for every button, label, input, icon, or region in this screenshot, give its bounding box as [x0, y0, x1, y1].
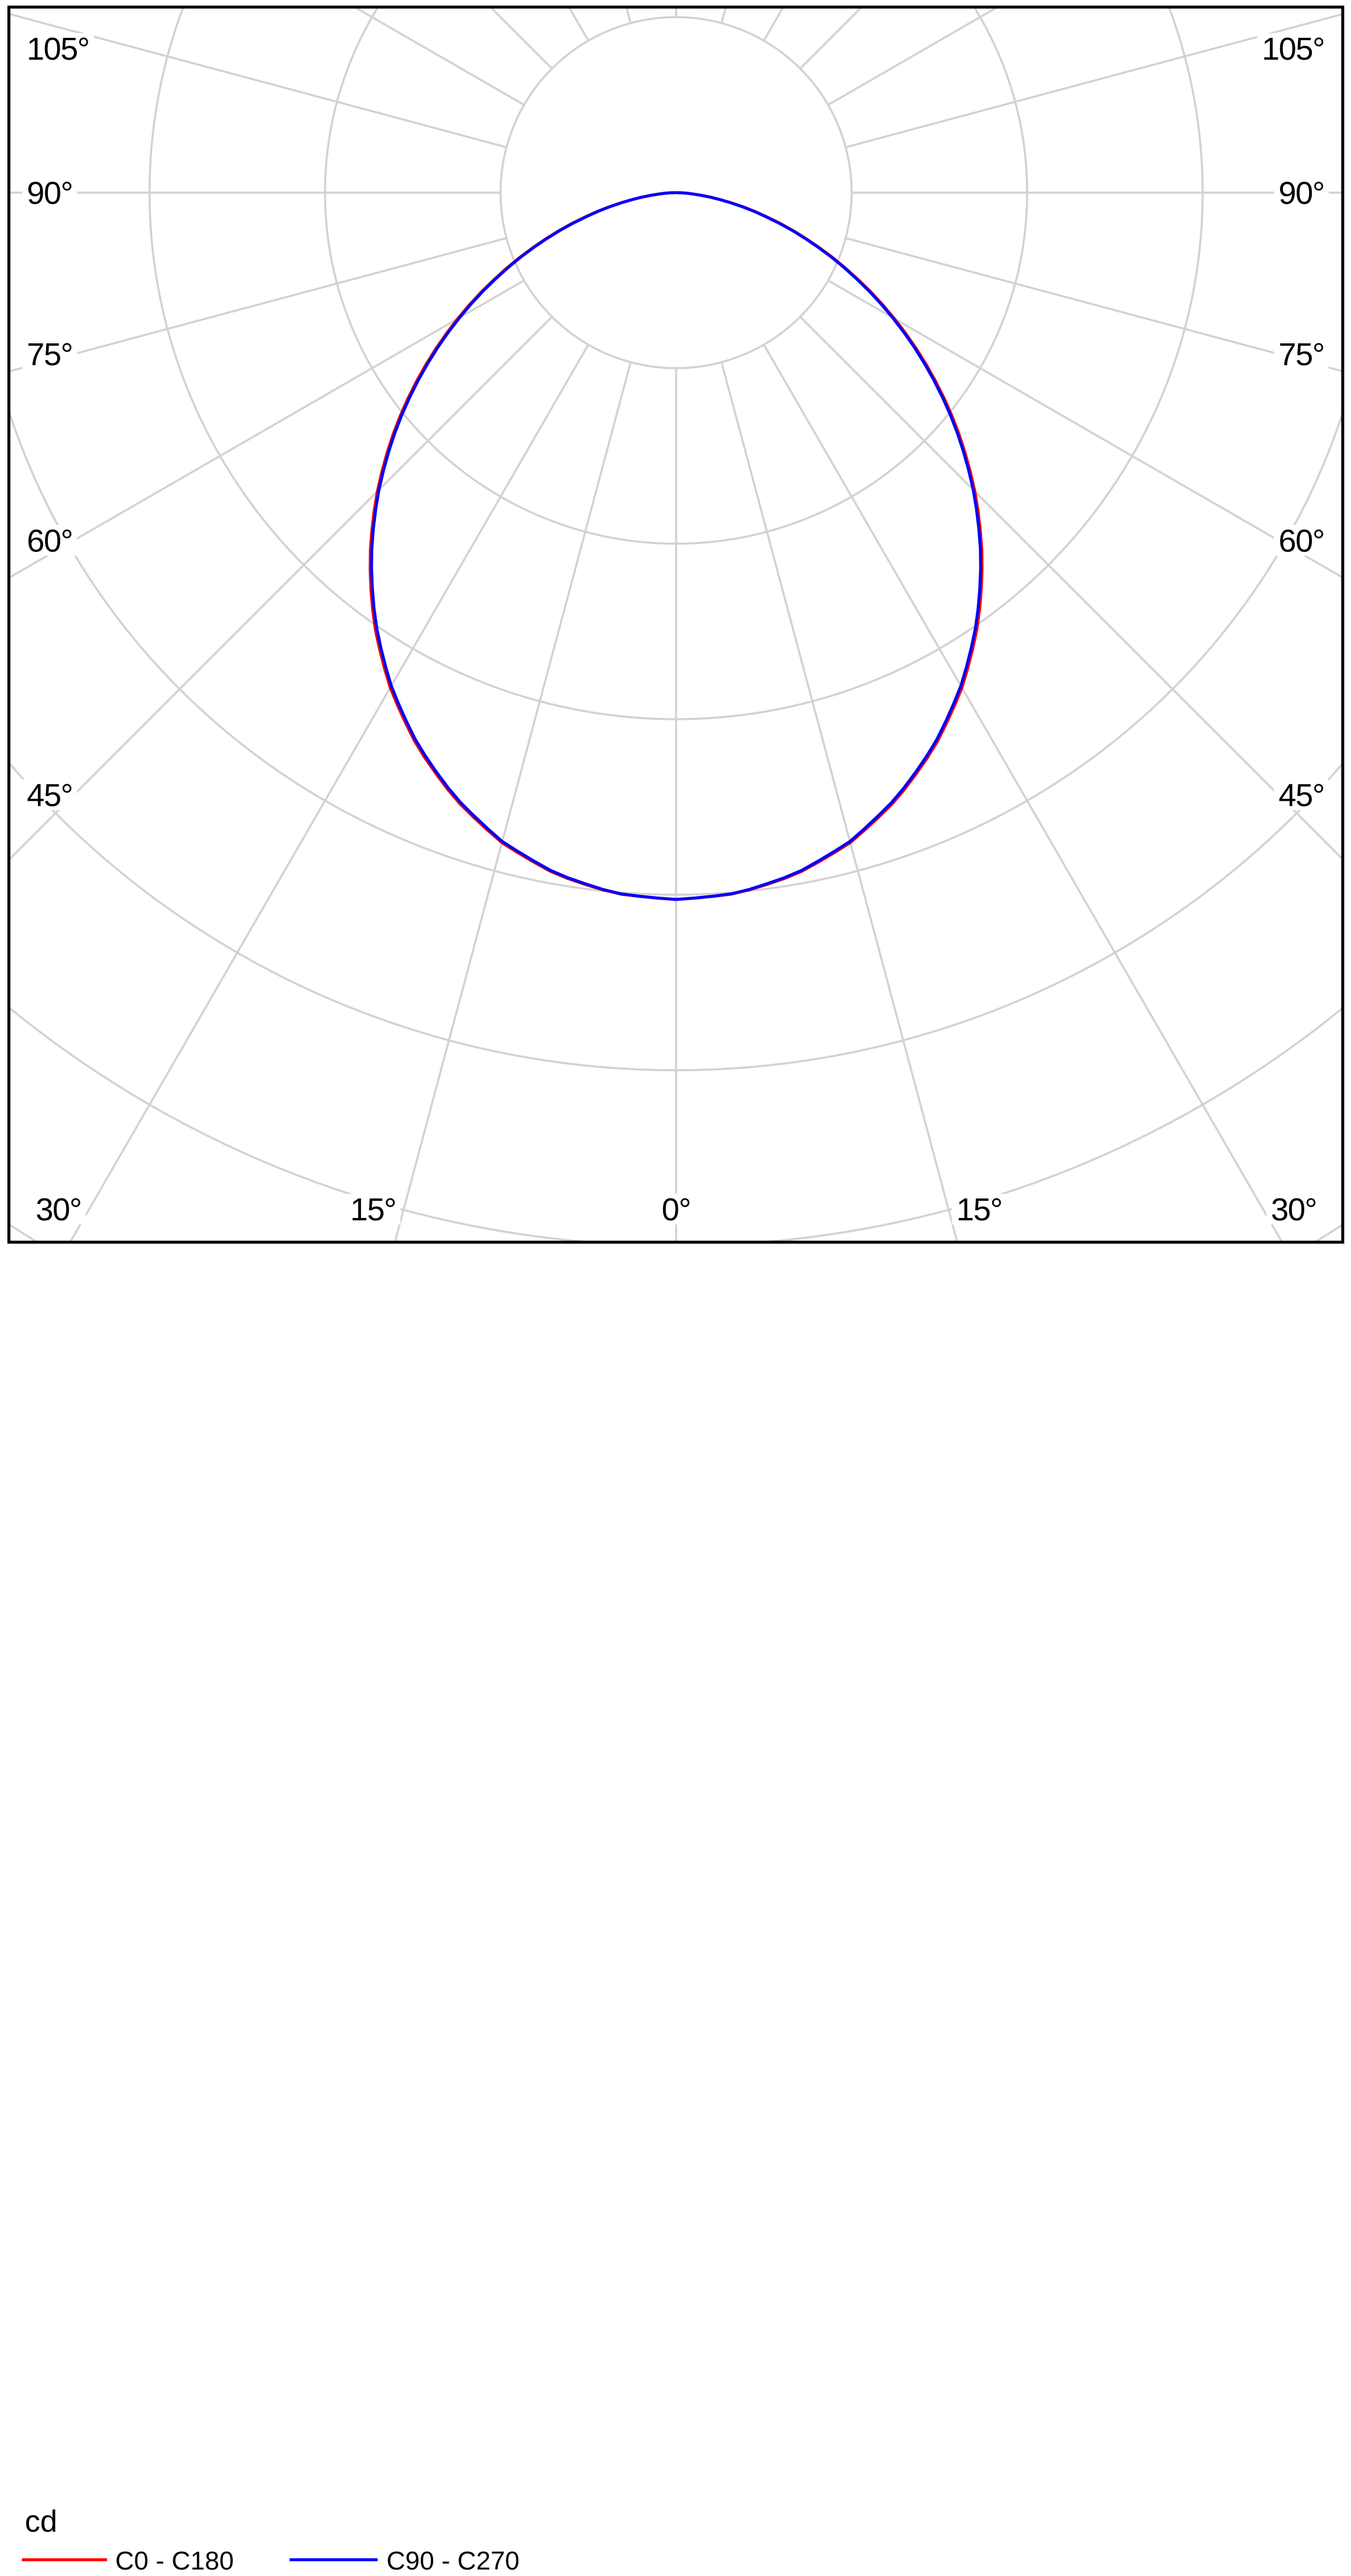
- angle-label: 0°: [662, 1192, 691, 1227]
- grid-ray: [722, 0, 1165, 23]
- angle-label: 60°: [1278, 523, 1324, 558]
- polar-photometric-diagram: 105° 90° 75° 60° 45° 105° 90° 75° 60° 45° 30° 15° 0°…: [0, 0, 1351, 1351]
- angle-label: 105°: [27, 31, 89, 67]
- legend-line-c0-c180: [22, 2558, 107, 2561]
- legend: cd C0 - C180 C90 - C270: [0, 1244, 1351, 1351]
- legend-line-c90-c270: [290, 2558, 378, 2561]
- angle-label: 30°: [1271, 1192, 1316, 1227]
- angle-label: 75°: [27, 337, 72, 372]
- polar-grid: [0, 0, 1351, 1351]
- angle-label: 75°: [1278, 337, 1324, 372]
- legend-label-c90-c270: C90 - C270: [387, 2546, 519, 2576]
- angle-label: 45°: [1278, 778, 1324, 813]
- angle-label: 15°: [956, 1192, 1002, 1227]
- legend-label-c0-c180: C0 - C180: [115, 2546, 234, 2576]
- angle-label: 60°: [27, 523, 72, 558]
- unit-label: cd: [25, 2504, 57, 2539]
- grid-ray: [0, 281, 524, 1139]
- angle-label: 105°: [1262, 31, 1324, 67]
- grid-ray: [722, 362, 1165, 1351]
- grid-ray: [187, 362, 631, 1351]
- grid-ray: [846, 0, 1351, 147]
- angle-label: 45°: [27, 778, 72, 813]
- angle-label: 90°: [1278, 176, 1324, 211]
- angle-label: 90°: [27, 176, 72, 211]
- grid-ray: [828, 281, 1351, 1139]
- grid-ray: [187, 0, 631, 23]
- angle-label: 30°: [35, 1192, 81, 1227]
- grid-ray: [0, 0, 506, 147]
- angle-label: 15°: [350, 1192, 396, 1227]
